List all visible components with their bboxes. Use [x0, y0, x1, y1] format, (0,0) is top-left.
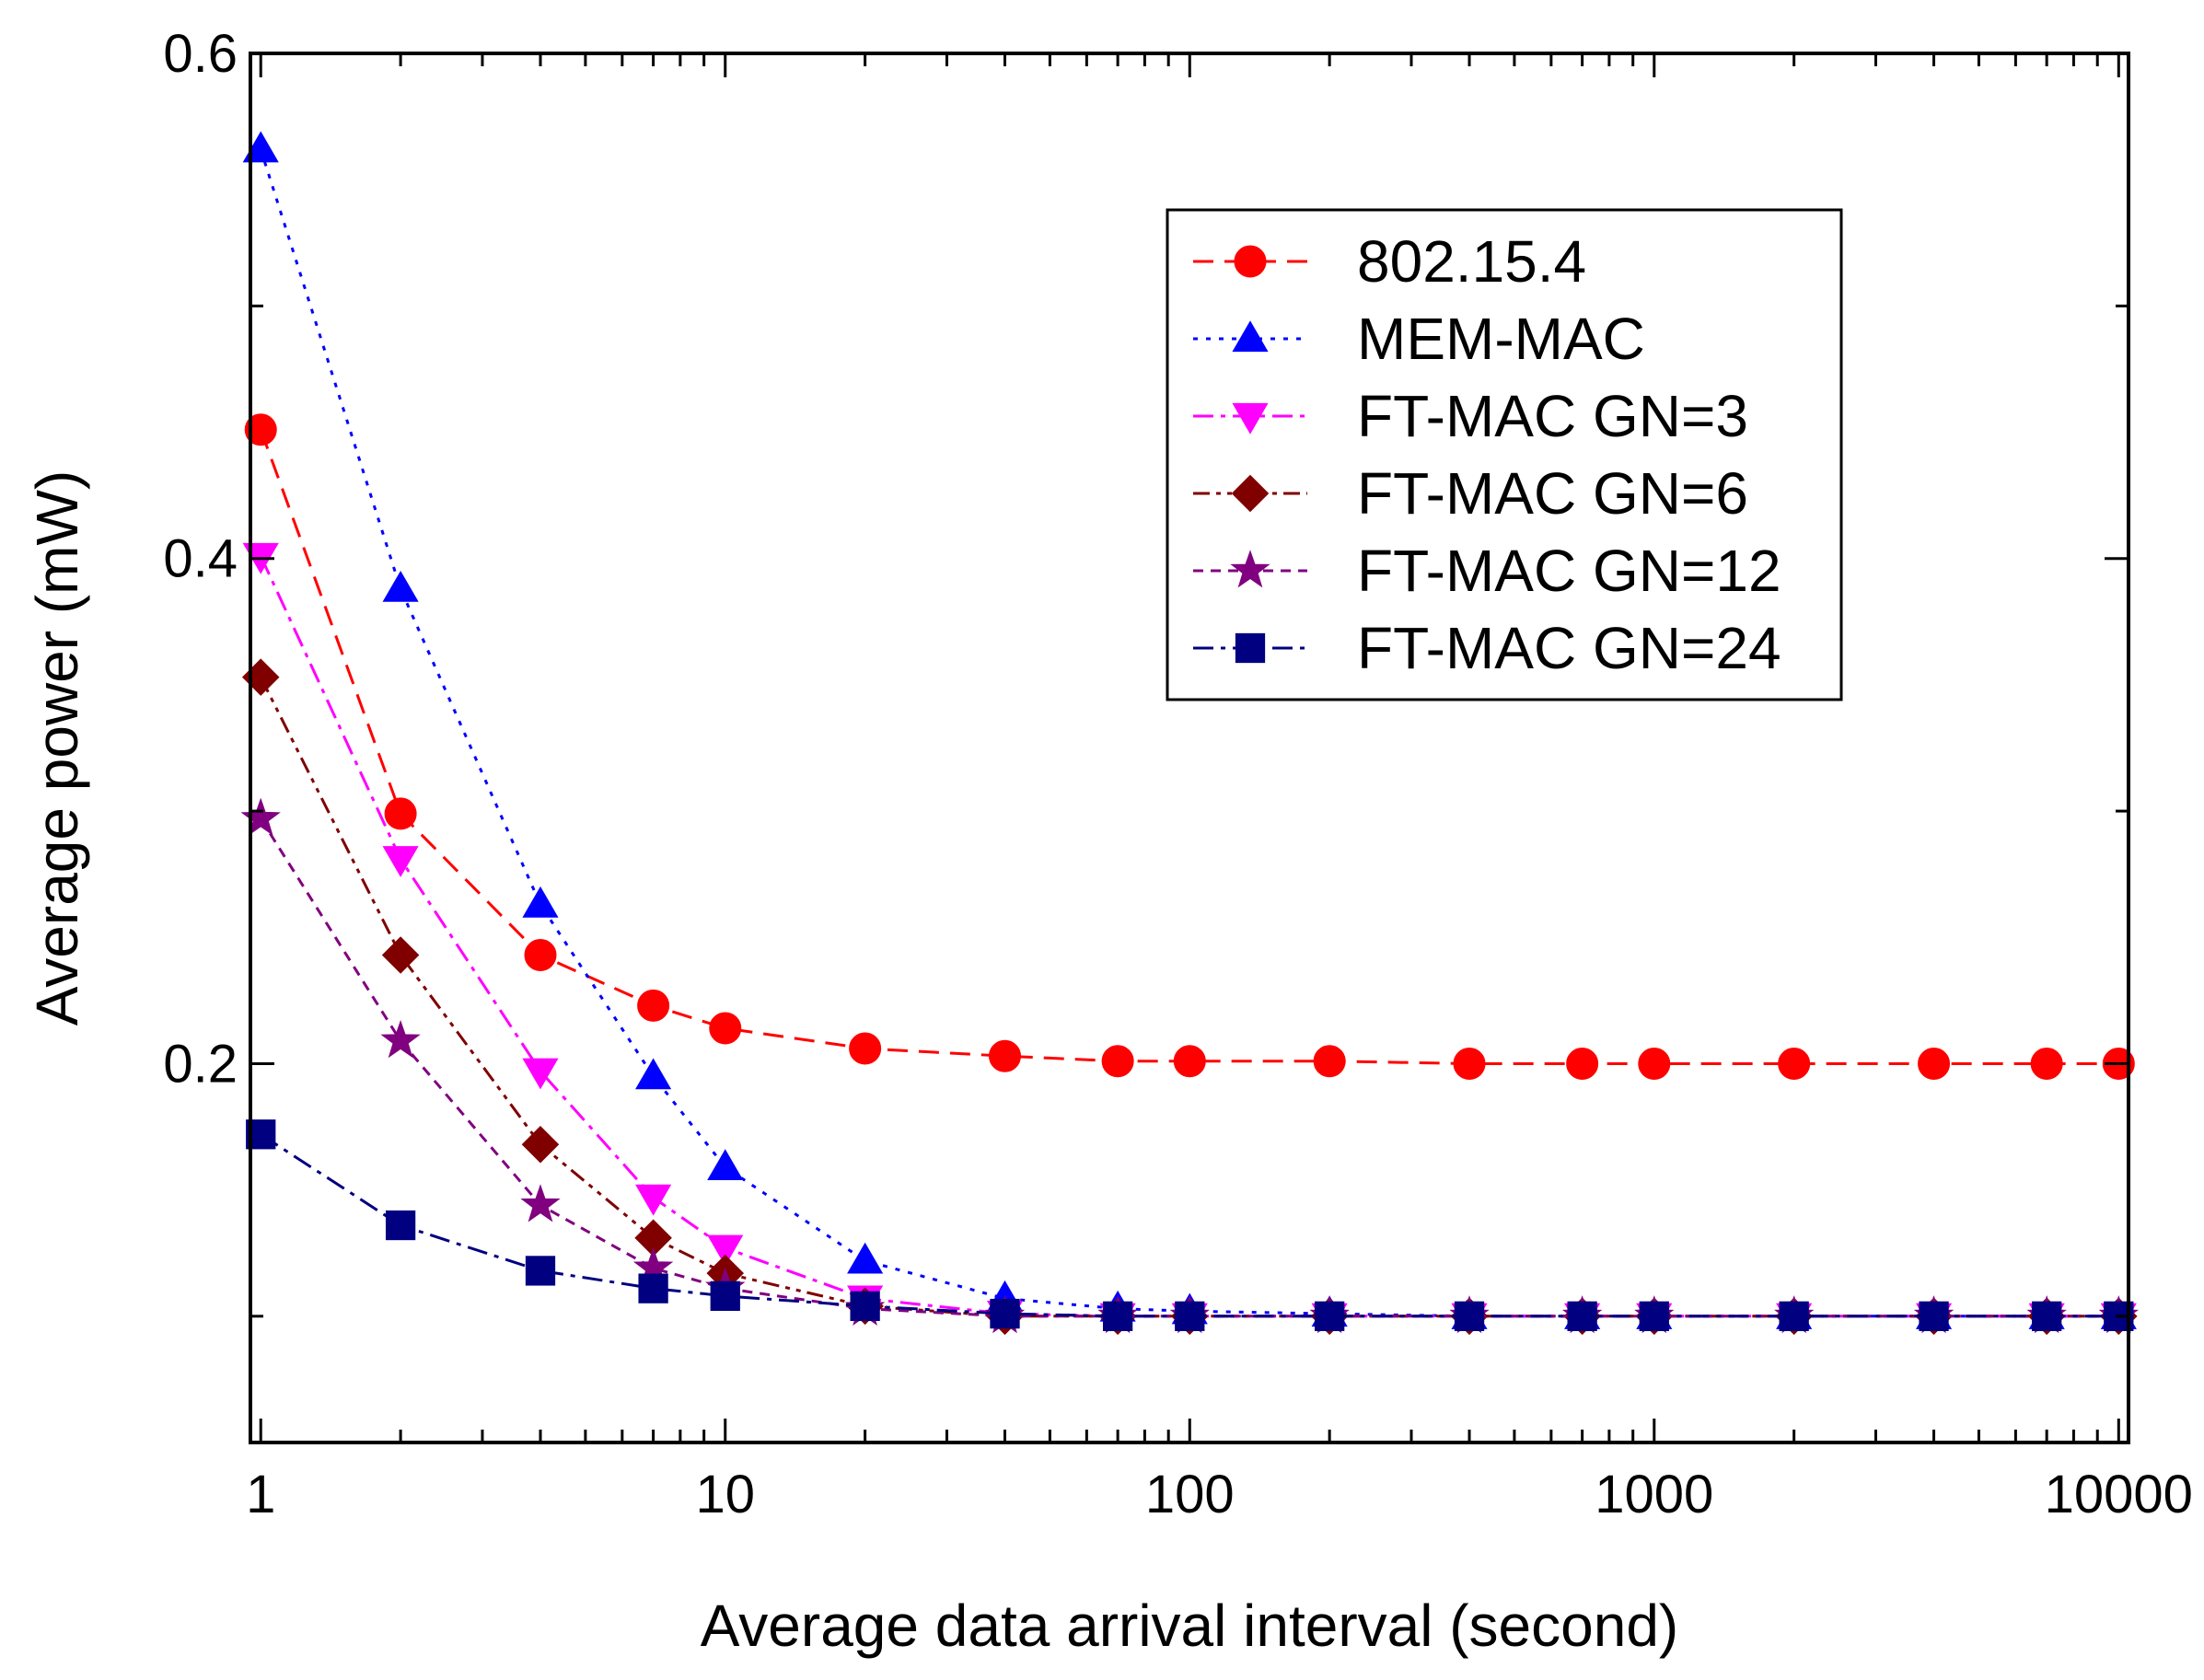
data-point: [380, 1019, 421, 1059]
data-point: [385, 1210, 416, 1241]
legend-label: FT-MAC GN=6: [1357, 460, 1748, 527]
data-point: [244, 413, 277, 446]
x-tick-label: 100: [1145, 1465, 1235, 1524]
legend-entry: MEM-MAC: [1193, 306, 1645, 372]
axes-layer: 1 10 100 1000 10000 0.2 0.4 0.6: [163, 24, 2193, 1524]
data-point: [1567, 1301, 1597, 1331]
data-point: [521, 1125, 560, 1164]
legend-entry: 802.15.4: [1193, 228, 1586, 295]
data-point: [381, 936, 420, 974]
data-point: [522, 1058, 559, 1090]
data-point: [850, 1291, 880, 1321]
legend-label: MEM-MAC: [1357, 306, 1645, 372]
legend-label: FT-MAC GN=12: [1357, 538, 1781, 604]
legend-marker: [1230, 550, 1270, 588]
data-point: [990, 1298, 1020, 1329]
legend-marker: [1231, 474, 1270, 513]
data-point: [1639, 1301, 1669, 1331]
data-point: [1454, 1301, 1485, 1331]
data-point: [382, 846, 419, 877]
data-point: [382, 570, 419, 602]
legend-marker: [1234, 245, 1267, 278]
series-line: [259, 429, 2119, 1065]
data-point: [989, 1039, 1022, 1072]
data-point: [1779, 1301, 1809, 1331]
legend-label: FT-MAC GN=24: [1357, 615, 1781, 681]
data-point: [2032, 1301, 2062, 1331]
legend-marker: [1232, 320, 1269, 353]
data-point: [707, 1234, 744, 1267]
legend: 802.15.4 MEM-MAC FT-MAC GN=3 FT-MAC GN=6 FT-…: [1166, 208, 1843, 701]
data-point: [240, 797, 281, 836]
data-point: [1638, 1047, 1671, 1080]
legend-entry: FT-MAC GN=3: [1193, 383, 1748, 449]
legend-entry: FT-MAC GN=24: [1193, 615, 1781, 681]
data-point: [1175, 1301, 1205, 1331]
legend-box: [1166, 208, 1843, 701]
data-point: [1778, 1047, 1811, 1080]
data-point: [1102, 1301, 1133, 1331]
series-0: [244, 413, 2135, 1080]
x-axis-title: Average data arrival interval (second): [701, 1593, 1678, 1659]
data-point: [635, 1184, 672, 1216]
legend-marker: [1235, 632, 1266, 664]
data-point: [1313, 1045, 1346, 1078]
y-tick-label: 0.6: [163, 24, 238, 84]
data-point: [1566, 1047, 1599, 1080]
data-point: [2030, 1047, 2063, 1080]
x-tick-label: 1000: [1595, 1465, 1713, 1524]
data-point: [709, 1012, 742, 1045]
legend-label: 802.15.4: [1357, 228, 1586, 295]
data-point: [525, 1256, 556, 1286]
y-tick-label: 0.4: [163, 529, 238, 589]
x-tick-label: 10000: [2045, 1465, 2193, 1524]
x-tick-label: 10: [695, 1465, 755, 1524]
data-point: [1918, 1047, 1951, 1080]
data-point: [524, 938, 557, 971]
x-tick-label: 1: [246, 1465, 275, 1524]
data-point: [520, 1184, 561, 1222]
legend-label: FT-MAC GN=3: [1357, 383, 1748, 449]
data-point: [1453, 1047, 1486, 1080]
y-tick-label: 0.2: [163, 1034, 238, 1094]
legend-marker: [1232, 402, 1269, 434]
legend-entry: FT-MAC GN=6: [1193, 460, 1748, 527]
y-axis-title: Average power (mW): [24, 470, 90, 1025]
data-point: [1101, 1045, 1134, 1078]
data-point: [1173, 1045, 1206, 1078]
series-line: [259, 817, 2119, 1318]
data-point: [710, 1280, 740, 1312]
data-point: [1919, 1301, 1949, 1331]
legend-entries: 802.15.4 MEM-MAC FT-MAC GN=3 FT-MAC GN=6 FT-…: [1193, 228, 1781, 681]
legend-entry: FT-MAC GN=12: [1193, 538, 1781, 604]
data-point: [384, 797, 417, 830]
data-point: [1315, 1301, 1345, 1331]
data-point: [707, 1149, 744, 1181]
data-point: [637, 989, 670, 1022]
data-point: [635, 1058, 672, 1090]
data-point: [847, 1242, 884, 1274]
data-point: [849, 1032, 882, 1065]
data-point: [638, 1273, 668, 1303]
data-point: [522, 886, 559, 918]
